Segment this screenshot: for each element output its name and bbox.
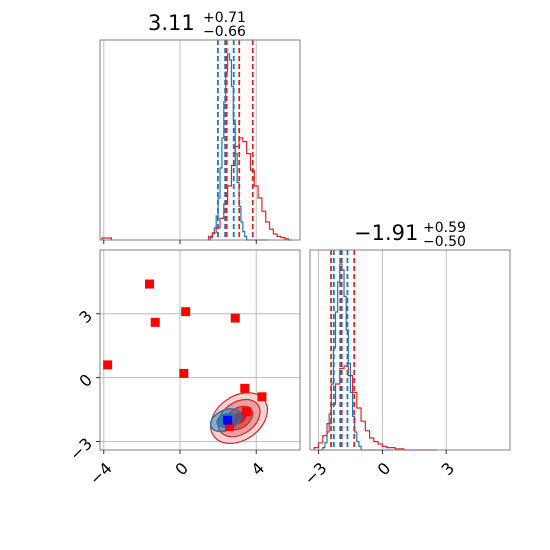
marginal-y-title-value: −1.91 [354,221,418,245]
red-point [225,422,235,432]
marginal-x-title-minus: −0.66 [203,24,246,40]
red-point [179,368,189,378]
red-point [181,307,191,317]
red-point [150,317,160,327]
red-point [240,383,250,393]
red-point [230,313,240,323]
red-point [103,360,113,370]
red-point [257,392,267,402]
histogram-series-1 [207,137,293,241]
marginal-x-title-value: 3.11 [148,11,195,35]
red-point [145,279,155,289]
blue-point [223,415,233,425]
marginal-y-title-minus: −0.50 [423,234,466,250]
marginal-x-title: 3.11 [148,11,195,35]
marginal-x-panel: 3.11 +0.71 −0.66 [99,10,301,244]
marginal-y-title-plus: +0.59 [423,220,466,236]
red-point [242,407,252,417]
histogram-tail [101,237,113,240]
marginal-y-title: −1.91 [354,221,418,245]
marginal-x-title-plus: +0.71 [203,10,246,26]
